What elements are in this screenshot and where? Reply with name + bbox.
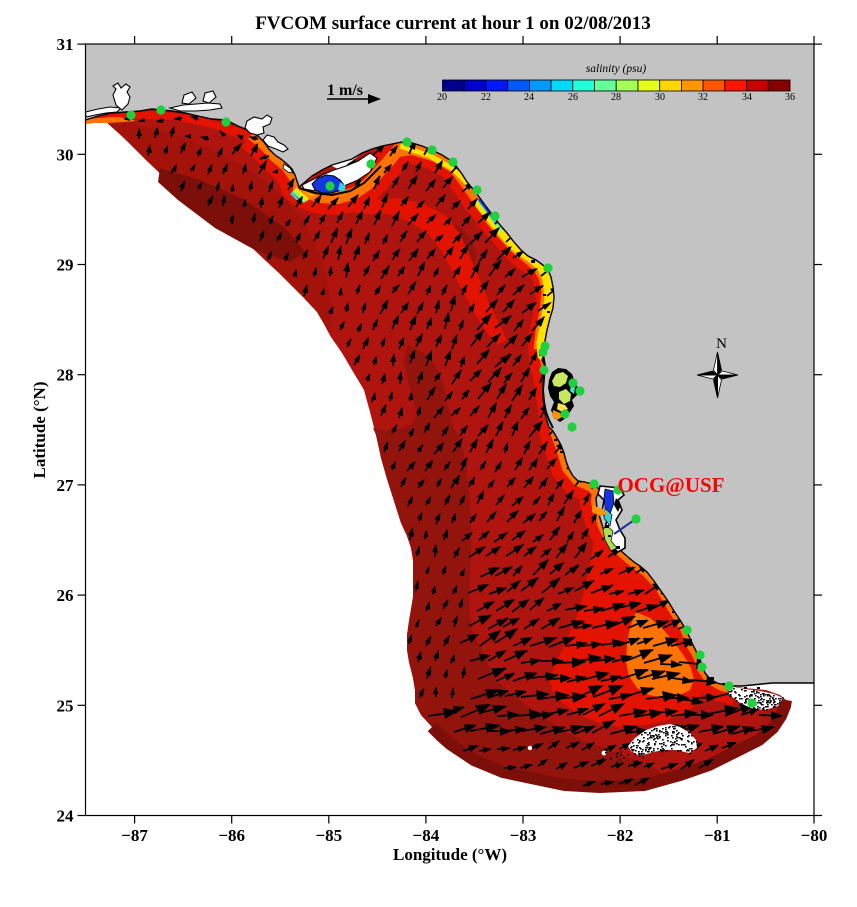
svg-text:22: 22 (481, 92, 491, 103)
svg-text:20: 20 (437, 92, 447, 103)
svg-text:30: 30 (655, 92, 665, 103)
svg-text:−87: −87 (121, 826, 148, 845)
svg-text:−85: −85 (315, 826, 342, 845)
svg-text:32: 32 (698, 92, 708, 103)
svg-text:Longitude (°W): Longitude (°W) (393, 845, 507, 864)
svg-text:28: 28 (57, 366, 74, 385)
svg-text:31: 31 (57, 35, 74, 54)
svg-text:Latitude (°N): Latitude (°N) (30, 382, 49, 479)
svg-text:FVCOM surface current at hour: FVCOM surface current at hour 1 on 02/08… (255, 13, 651, 34)
svg-text:25: 25 (57, 696, 74, 715)
svg-text:34: 34 (742, 92, 752, 103)
svg-text:36: 36 (785, 92, 795, 103)
svg-text:−80: −80 (801, 826, 828, 845)
svg-text:−82: −82 (607, 826, 634, 845)
svg-text:28: 28 (611, 92, 621, 103)
svg-text:24: 24 (57, 807, 75, 826)
svg-text:−83: −83 (510, 826, 537, 845)
svg-text:26: 26 (57, 586, 74, 605)
svg-text:30: 30 (57, 145, 74, 164)
svg-text:1 m/s: 1 m/s (327, 82, 363, 99)
svg-text:29: 29 (57, 256, 74, 275)
svg-text:24: 24 (524, 92, 534, 103)
svg-text:−86: −86 (218, 826, 245, 845)
svg-text:26: 26 (568, 92, 578, 103)
svg-text:27: 27 (57, 476, 75, 495)
svg-text:salinity (psu): salinity (psu) (586, 63, 647, 75)
svg-text:N: N (716, 336, 727, 352)
svg-text:−84: −84 (413, 826, 440, 845)
svg-text:OCG@USF: OCG@USF (617, 473, 724, 497)
svg-text:−81: −81 (704, 826, 731, 845)
